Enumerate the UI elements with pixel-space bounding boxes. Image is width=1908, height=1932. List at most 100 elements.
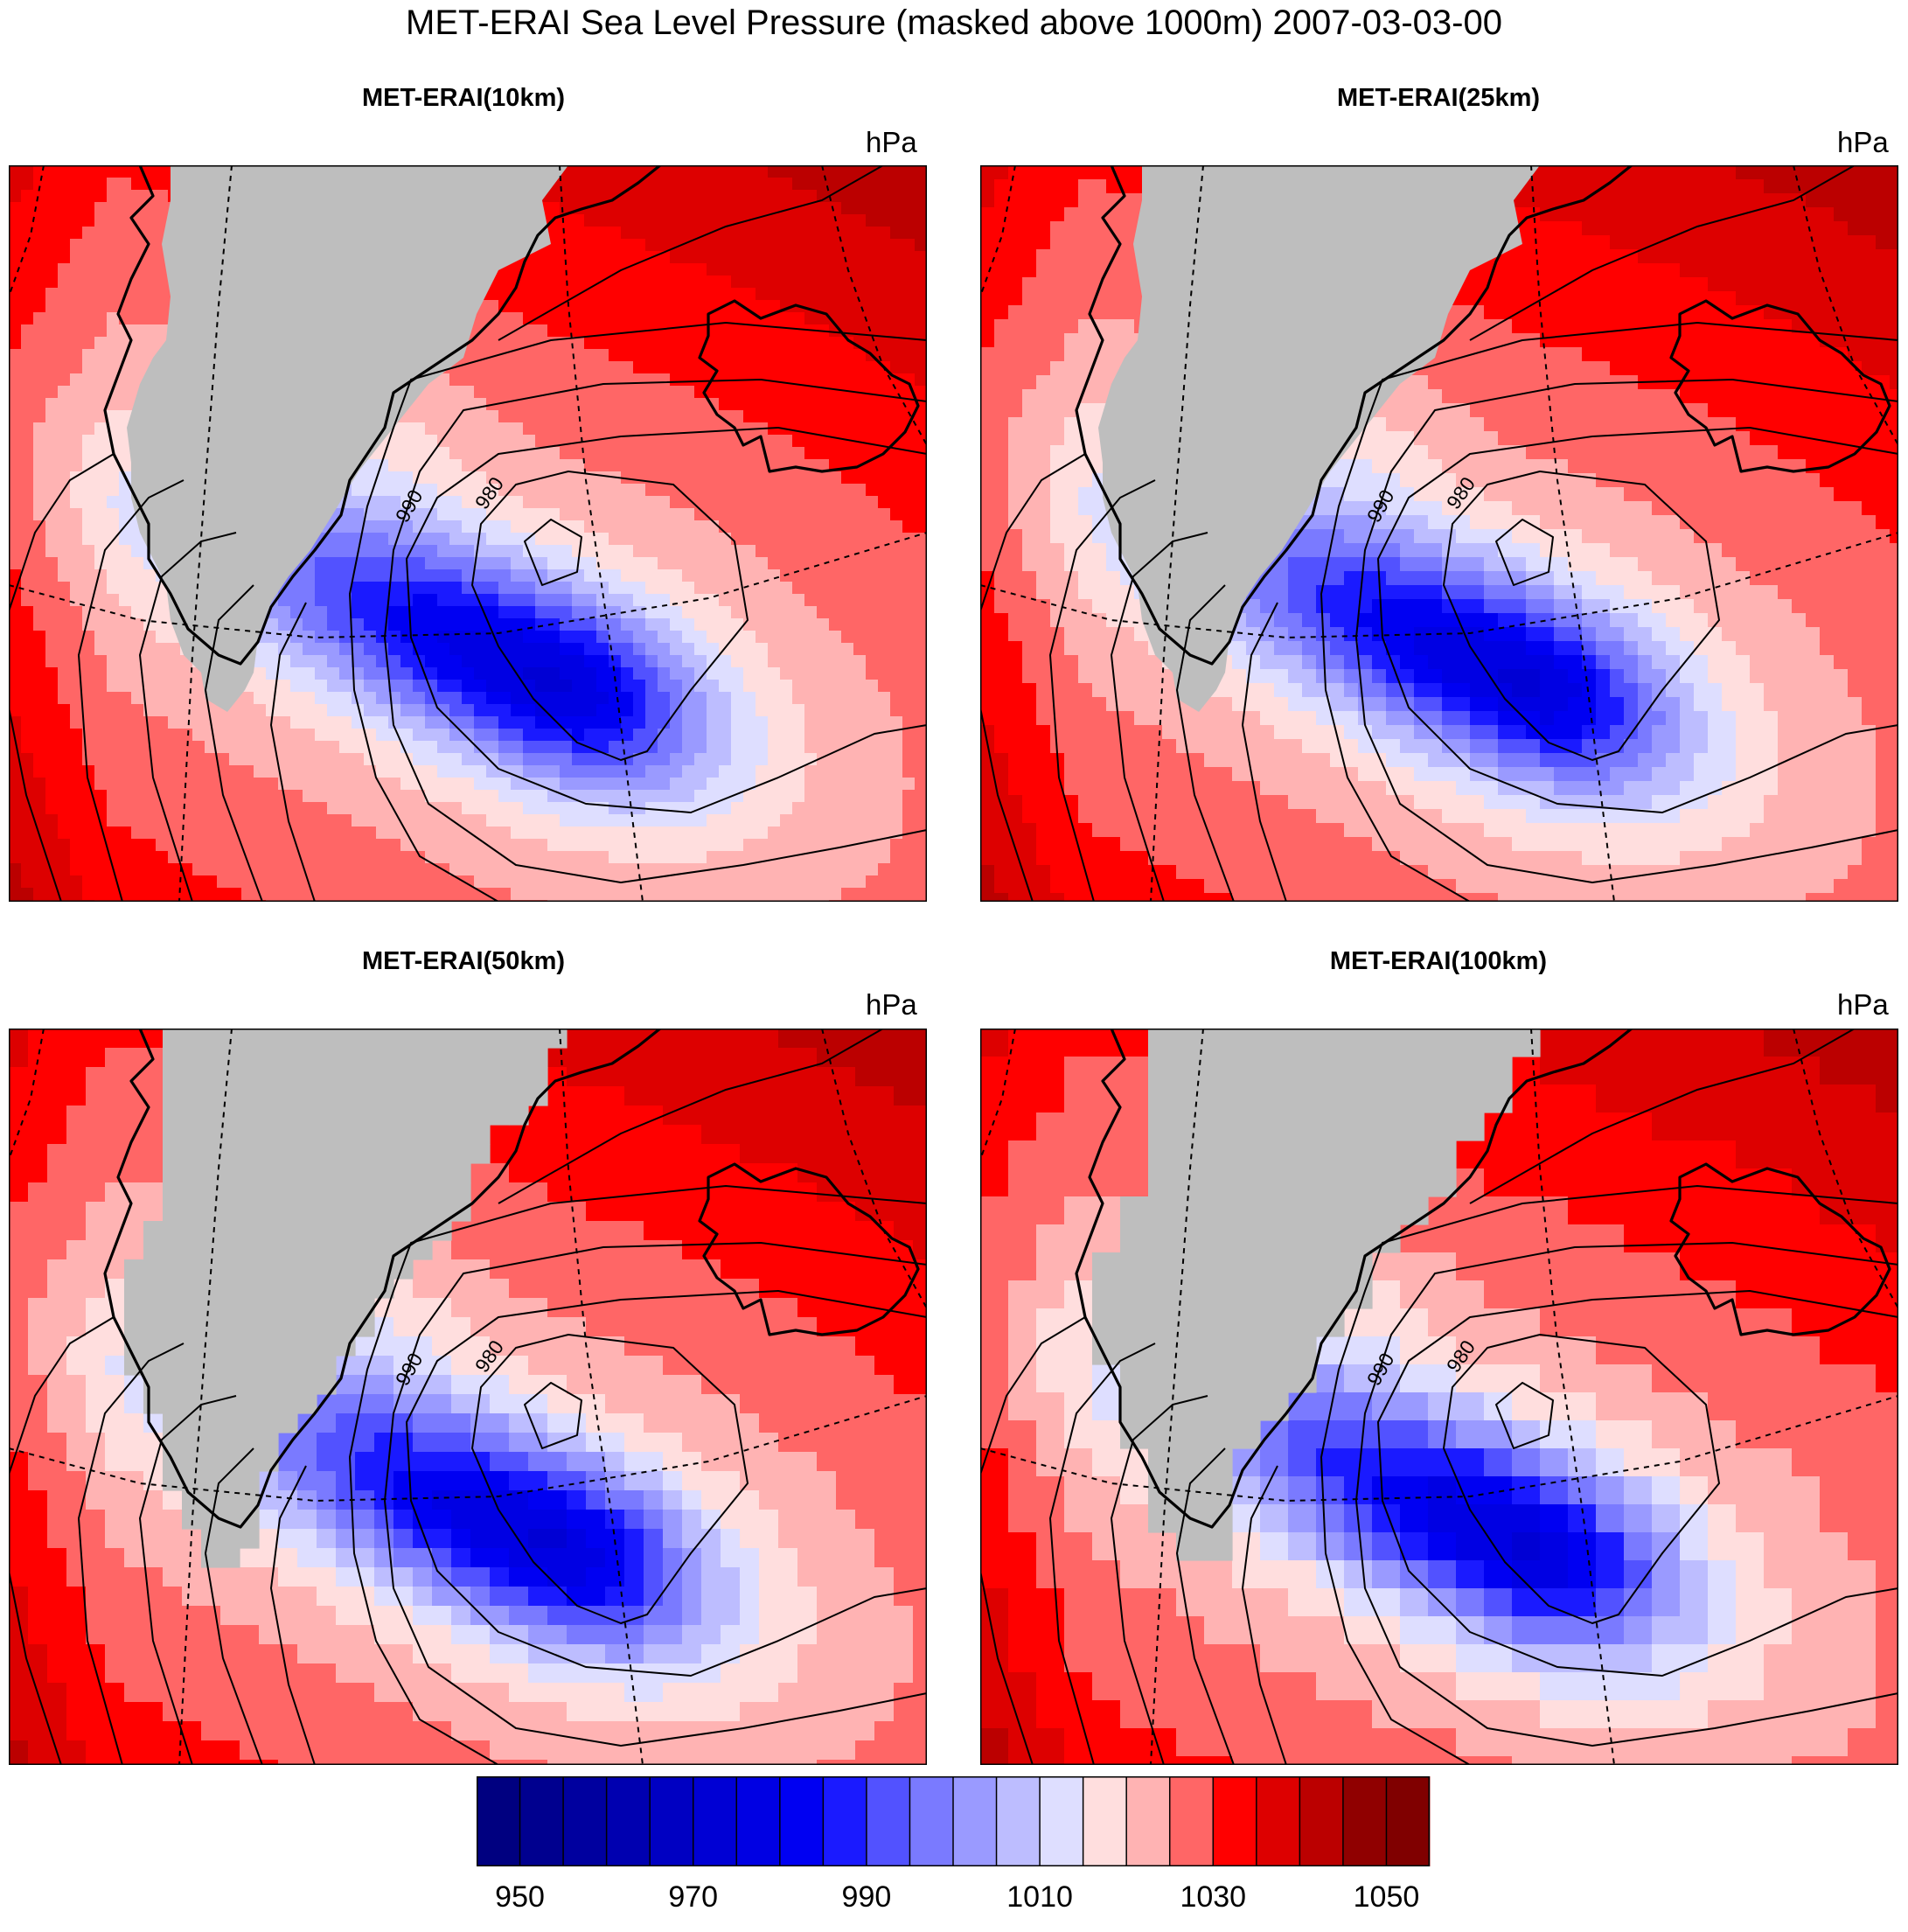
field-cell xyxy=(327,875,340,889)
field-cell xyxy=(670,288,683,301)
field-cell xyxy=(523,361,536,374)
field-cell xyxy=(511,520,524,534)
field-cell xyxy=(841,300,854,313)
field-cell xyxy=(33,214,46,227)
field-cell xyxy=(1050,221,1065,236)
field-cell xyxy=(511,606,524,619)
field-cell xyxy=(584,582,597,595)
field-cell xyxy=(205,863,218,876)
field-cell xyxy=(817,851,830,864)
field-cell xyxy=(890,667,903,680)
field-cell xyxy=(890,594,903,607)
field-cell xyxy=(511,729,524,742)
field-cell xyxy=(829,606,842,619)
field-cell xyxy=(388,643,401,656)
field-cell xyxy=(82,655,95,668)
field-cell xyxy=(547,582,561,595)
field-cell xyxy=(596,337,609,350)
field-cell xyxy=(780,753,793,766)
field-cell xyxy=(511,802,524,815)
field-cell xyxy=(94,655,108,668)
field-cell xyxy=(437,839,450,852)
field-cell xyxy=(645,373,658,387)
field-cell xyxy=(756,300,769,313)
field-cell xyxy=(21,300,34,313)
field-cell xyxy=(437,496,450,509)
field-cell xyxy=(866,422,879,436)
field-cell xyxy=(853,680,867,693)
field-cell xyxy=(119,202,132,215)
field-cell xyxy=(878,239,891,252)
field-cell xyxy=(596,496,609,509)
field-cell xyxy=(609,214,622,227)
field-cell xyxy=(400,471,414,485)
field-cell xyxy=(658,851,671,864)
field-cell xyxy=(1554,221,1569,236)
field-cell xyxy=(94,202,108,215)
field-cell xyxy=(58,422,71,436)
field-cell xyxy=(1078,221,1093,236)
field-cell xyxy=(804,484,818,497)
field-cell xyxy=(633,692,646,705)
field-cell xyxy=(1582,221,1597,236)
field-cell xyxy=(535,361,548,374)
field-cell xyxy=(474,814,487,827)
field-cell xyxy=(1596,165,1611,180)
field-cell xyxy=(804,533,818,546)
field-cell xyxy=(352,814,365,827)
field-cell xyxy=(107,190,120,203)
field-cell xyxy=(719,667,732,680)
field-cell xyxy=(645,778,658,791)
field-cell xyxy=(107,508,120,521)
field-cell xyxy=(1694,193,1709,208)
field-cell xyxy=(743,361,756,374)
field-cell xyxy=(107,520,120,534)
field-cell xyxy=(82,680,95,693)
field-cell xyxy=(1092,235,1107,250)
field-cell xyxy=(523,435,536,448)
field-cell xyxy=(94,214,108,227)
field-cell xyxy=(21,753,34,766)
field-cell xyxy=(9,680,22,693)
panel-title-25km: MET-ERAI(25km) xyxy=(975,84,1902,113)
field-cell xyxy=(449,386,463,399)
field-cell xyxy=(131,802,144,815)
field-cell xyxy=(560,496,573,509)
field-cell xyxy=(9,643,22,656)
field-cell xyxy=(486,520,499,534)
field-cell xyxy=(902,435,916,448)
field-cell xyxy=(572,508,585,521)
field-cell xyxy=(278,863,291,876)
field-cell xyxy=(878,729,891,742)
field-cell xyxy=(817,655,830,668)
field-cell xyxy=(633,471,646,485)
field-cell xyxy=(915,667,927,680)
field-cell xyxy=(866,875,879,889)
field-cell xyxy=(756,471,769,485)
field-cell xyxy=(45,422,59,436)
field-cell xyxy=(915,545,927,558)
field-cell xyxy=(364,863,377,876)
field-cell xyxy=(229,778,242,791)
field-cell xyxy=(547,484,561,497)
slp-map-10km: 990 980 xyxy=(9,165,927,902)
field-cell xyxy=(756,557,769,570)
field-cell xyxy=(58,276,71,289)
field-cell xyxy=(841,471,854,485)
field-cell xyxy=(817,778,830,791)
field-cell xyxy=(584,851,597,864)
field-cell xyxy=(107,778,120,791)
field-cell xyxy=(878,214,891,227)
field-cell xyxy=(804,337,818,350)
field-cell xyxy=(804,251,818,264)
field-cell xyxy=(572,716,585,729)
field-cell xyxy=(45,386,59,399)
field-cell xyxy=(131,716,144,729)
field-cell xyxy=(241,888,254,901)
field-cell xyxy=(535,851,548,864)
field-cell xyxy=(352,778,365,791)
field-cell xyxy=(511,839,524,852)
field-cell xyxy=(792,227,805,240)
field-cell xyxy=(878,496,891,509)
field-cell xyxy=(486,716,499,729)
